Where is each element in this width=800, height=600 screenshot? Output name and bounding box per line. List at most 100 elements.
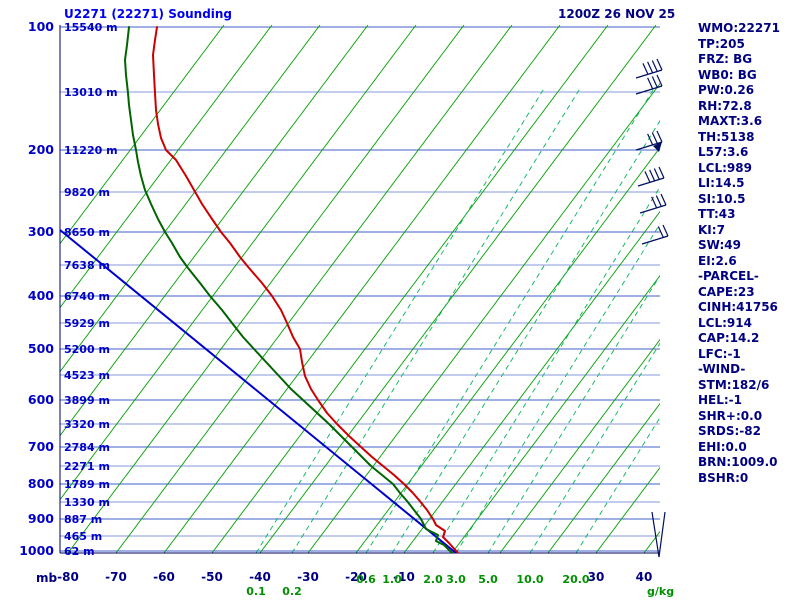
pressure-axis-label: 500 xyxy=(28,341,54,356)
mixing-ratio-label: 2.0 xyxy=(423,573,443,586)
isotherm-line xyxy=(211,25,609,553)
stats-line: WMO:22271 xyxy=(698,21,780,35)
mixing-ratio-label: 0.1 xyxy=(246,585,266,598)
height-label: 6740 m xyxy=(64,290,110,303)
pressure-axis-label: 100 xyxy=(28,19,54,34)
dewpoint-trace xyxy=(124,26,453,553)
temperature-axis-label: -10 xyxy=(393,570,415,584)
chart-datetime: 1200Z 26 NOV 25 xyxy=(558,7,676,21)
stats-line: KI:7 xyxy=(698,222,725,237)
pressure-axis-label: 700 xyxy=(28,439,54,454)
wind-barb xyxy=(641,224,669,245)
stats-line: MAXT:3.6 xyxy=(698,114,763,128)
surface-wind-arrow xyxy=(651,511,666,558)
height-label: 62 m xyxy=(64,545,95,558)
stats-line: SHR+:0.0 xyxy=(698,408,763,423)
pressure-axis-label: 400 xyxy=(28,288,54,303)
grid-layer xyxy=(60,25,660,553)
pressure-axis-label: 600 xyxy=(28,392,54,407)
wind-barb xyxy=(639,193,667,214)
height-label: 1789 m xyxy=(64,478,110,491)
mixing-ratio-line xyxy=(432,186,660,553)
temperature-axis-label: 40 xyxy=(636,570,653,584)
stats-line: RH:72.8 xyxy=(698,98,752,113)
wind-barb-column xyxy=(635,58,669,245)
height-label: 1330 m xyxy=(64,496,110,509)
stats-line: -WIND- xyxy=(698,362,746,376)
mixing-ratio-label: 5.0 xyxy=(478,573,498,586)
mixing-ratio-unit-label: g/kg xyxy=(647,585,674,598)
stats-line: EI:2.6 xyxy=(698,253,737,268)
isotherm-line xyxy=(60,25,273,309)
mixing-ratio-line xyxy=(255,87,545,553)
parcel-line xyxy=(60,229,457,553)
isotherm-line xyxy=(355,146,660,553)
pressure-unit-label: mb xyxy=(36,571,58,585)
stats-line: TH:5138 xyxy=(698,129,755,144)
height-label: 3899 m xyxy=(64,394,110,407)
stats-line: WB0: BG xyxy=(698,67,757,82)
height-label: 5200 m xyxy=(64,343,110,356)
stats-panel: WMO:22271 TP:205 FRZ: BG WB0: BG PW:0.26 RH:7… xyxy=(698,21,780,486)
stats-line: EHI:0.0 xyxy=(698,439,747,454)
chart-title: U2271 (22271) Sounding xyxy=(64,7,233,21)
isotherm-line xyxy=(60,25,369,437)
mixing-ratio-line xyxy=(455,223,660,553)
mixing-ratio-line xyxy=(365,87,655,553)
mixing-ratio-line xyxy=(575,416,660,553)
isotherm-line xyxy=(163,25,561,553)
mixing-ratio-label: 3.0 xyxy=(446,573,466,586)
mixing-ratio-line xyxy=(291,87,581,553)
mixing-ratio-label: 0.2 xyxy=(282,585,302,598)
stats-line: LFC:-1 xyxy=(698,346,741,361)
wind-barb xyxy=(635,74,663,95)
isotherm-line xyxy=(451,274,660,553)
stats-line: LCL:914 xyxy=(698,315,752,330)
stats-line: HEL:-1 xyxy=(698,393,743,407)
temperature-axis-label: 30 xyxy=(588,570,605,584)
mixing-ratio-line xyxy=(529,342,660,553)
mixing-ratio-label: 1.0 xyxy=(382,573,402,586)
isotherm-line xyxy=(60,25,225,245)
mixing-ratio-label: 10.0 xyxy=(516,573,543,586)
height-label: 5929 m xyxy=(64,317,110,330)
pressure-axis-label: 200 xyxy=(28,142,54,157)
temperature-axis-label: -60 xyxy=(153,570,175,584)
height-label: 2271 m xyxy=(64,460,110,473)
temperature-axis-label: -70 xyxy=(105,570,127,584)
stats-line: LI:14.5 xyxy=(698,176,745,190)
pressure-axis-label: 900 xyxy=(28,511,54,526)
stats-line: LCL:989 xyxy=(698,160,752,175)
stats-line: TP:205 xyxy=(698,36,745,51)
stats-line: SRDS:-82 xyxy=(698,424,761,438)
height-label: 887 m xyxy=(64,513,102,526)
height-label: 11220 m xyxy=(64,144,118,157)
isotherm-line xyxy=(403,210,660,553)
mixing-ratio-label: 0.6 xyxy=(356,573,376,586)
stats-line: SW:49 xyxy=(698,238,742,252)
height-label: 3320 m xyxy=(64,418,110,431)
stats-line: BRN:1009.0 xyxy=(698,455,778,469)
mixing-ratio-line xyxy=(391,119,660,553)
height-label: 15540 m xyxy=(64,21,118,34)
wind-barb xyxy=(637,166,665,187)
pressure-axis-label: 300 xyxy=(28,224,54,239)
isotherm-line xyxy=(499,338,660,553)
wind-barb xyxy=(635,58,663,79)
stats-line: STM:182/6 xyxy=(698,377,770,392)
height-label: 7638 m xyxy=(64,259,110,272)
height-label: 465 m xyxy=(64,530,102,543)
temperature-axis-label: -30 xyxy=(297,570,319,584)
stats-line: L57:3.6 xyxy=(698,145,749,159)
stats-line: -PARCEL- xyxy=(698,269,759,283)
temperature-trace xyxy=(152,26,459,553)
wind-barb xyxy=(635,130,663,152)
pressure-axis-label: 1000 xyxy=(19,543,54,558)
stats-line: CAP:14.2 xyxy=(698,331,760,345)
isotherm-line xyxy=(259,25,657,553)
height-label: 9820 m xyxy=(64,186,110,199)
stats-line: BSHR:0 xyxy=(698,470,749,485)
isotherm-line xyxy=(115,25,513,553)
